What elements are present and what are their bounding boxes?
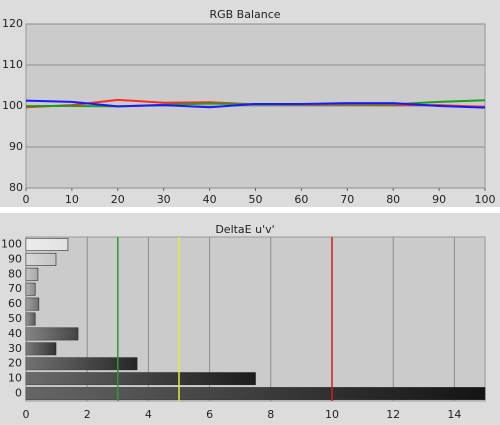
- bar-shine: [26, 238, 68, 251]
- x-tick-label: 60: [294, 193, 308, 206]
- chart-title: RGB Balance: [209, 8, 280, 21]
- x-tick-label: 6: [206, 408, 213, 421]
- x-tick-label: 70: [340, 193, 354, 206]
- y-tick-label: 90: [9, 140, 23, 153]
- y-tick-label: 110: [2, 58, 23, 71]
- y-tick-label: 80: [8, 267, 22, 280]
- x-tick-label: 0: [23, 193, 30, 206]
- y-tick-label: 120: [2, 17, 23, 30]
- x-tick-label: 10: [65, 193, 79, 206]
- y-tick-label: 70: [8, 282, 22, 295]
- y-tick-label: 40: [8, 327, 22, 340]
- bar-shine: [26, 387, 485, 400]
- bar-shine: [26, 312, 36, 326]
- x-tick-label: 20: [111, 193, 125, 206]
- bar-shine: [26, 297, 39, 311]
- bar-shine: [26, 357, 138, 370]
- bar-shine: [26, 327, 79, 341]
- x-tick-label: 10: [325, 408, 339, 421]
- x-tick-label: 90: [432, 193, 446, 206]
- x-tick-label: 30: [157, 193, 171, 206]
- y-tick-label: 100: [1, 237, 22, 250]
- y-tick-label: 60: [8, 297, 22, 310]
- x-tick-label: 12: [386, 408, 400, 421]
- x-tick-label: 40: [203, 193, 217, 206]
- chart-title: DeltaE u'v': [215, 223, 274, 236]
- y-tick-label: 80: [9, 181, 23, 194]
- y-tick-label: 50: [8, 312, 22, 325]
- bar-shine: [26, 253, 56, 266]
- series-line: [25, 99, 486, 109]
- y-tick-label: 30: [8, 342, 22, 355]
- x-tick-label: 0: [23, 408, 30, 421]
- y-tick-label: 10: [8, 372, 22, 385]
- x-tick-label: 100: [475, 193, 496, 206]
- bar-shine: [26, 268, 38, 281]
- x-tick-label: 4: [145, 408, 152, 421]
- y-tick-label: 20: [8, 357, 22, 370]
- y-tick-label: 100: [2, 99, 23, 112]
- x-tick-label: 50: [249, 193, 263, 206]
- y-tick-label: 0: [15, 387, 22, 400]
- x-tick-label: 2: [84, 408, 91, 421]
- x-tick-label: 80: [386, 193, 400, 206]
- x-tick-label: 8: [267, 408, 274, 421]
- bar-shine: [26, 283, 36, 296]
- x-tick-label: 14: [447, 408, 461, 421]
- bar-shine: [26, 372, 256, 385]
- y-tick-label: 90: [8, 252, 22, 265]
- bar-shine: [26, 342, 56, 355]
